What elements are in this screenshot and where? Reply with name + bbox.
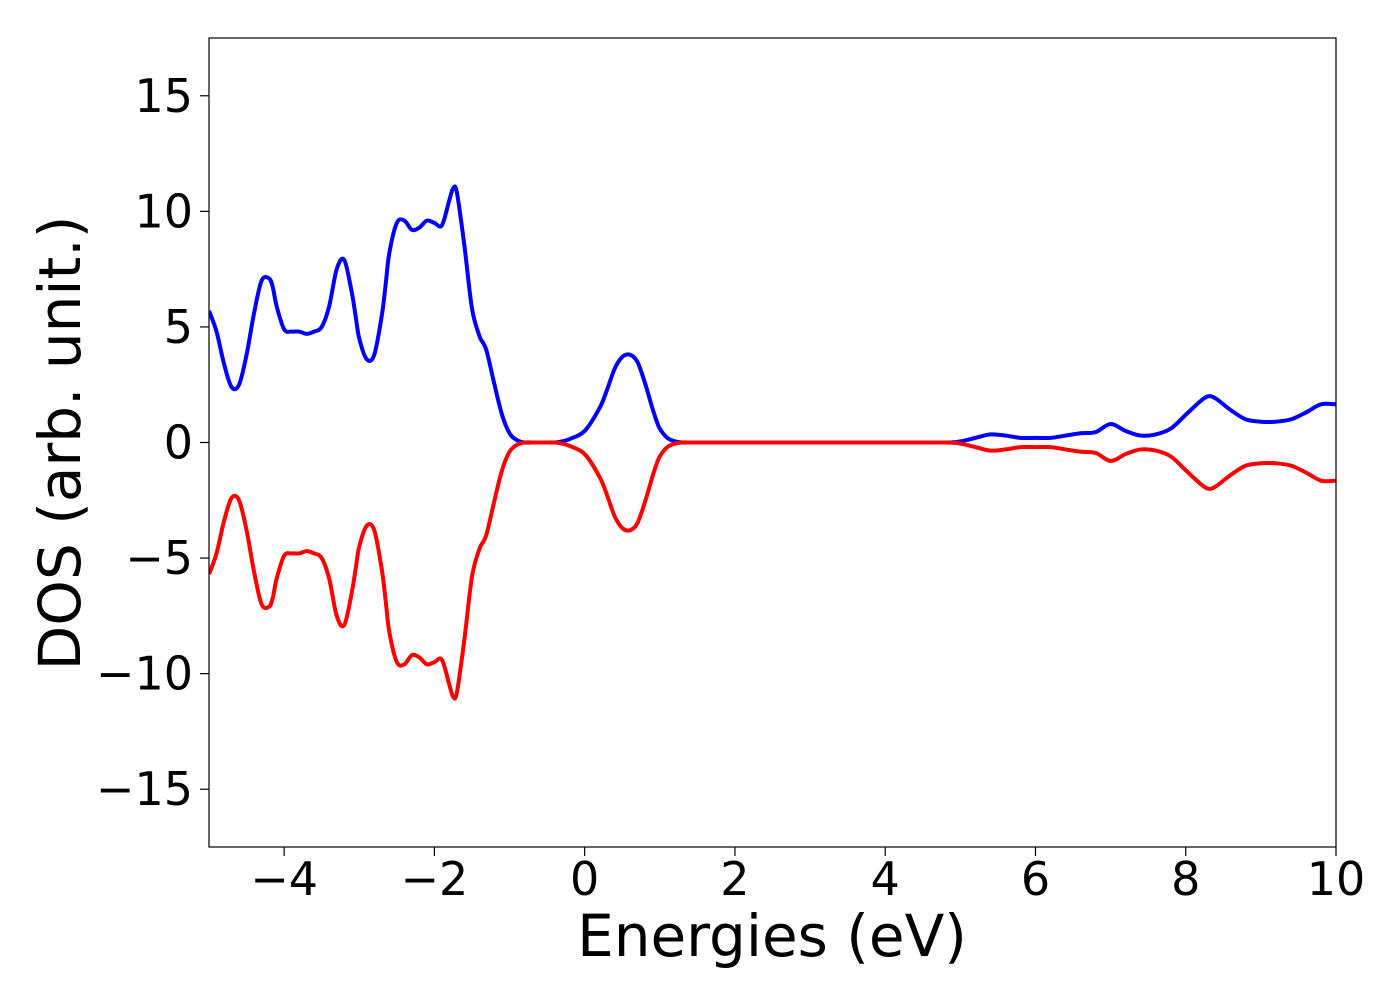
x-tick-label: 6 xyxy=(1021,852,1050,906)
x-tick-label: 10 xyxy=(1307,852,1366,906)
x-tick-label: 2 xyxy=(720,852,749,906)
y-tick-label: 0 xyxy=(164,416,193,470)
y-tick-label: 5 xyxy=(164,300,193,354)
x-tick-label: −4 xyxy=(250,852,318,906)
x-tick-label: 8 xyxy=(1171,852,1200,906)
y-tick-label: −15 xyxy=(96,762,193,816)
x-axis: −4 −2 0 2 4 6 8 10 xyxy=(250,847,1365,906)
x-tick-label: 0 xyxy=(570,852,599,906)
x-tick-label: −2 xyxy=(400,852,468,906)
y-tick-label: 10 xyxy=(134,184,193,238)
y-axis-label: DOS (arb. unit.) xyxy=(26,216,94,671)
series-layer xyxy=(209,184,1336,701)
x-tick-label: 4 xyxy=(871,852,900,906)
y-axis: 15 10 5 0 −5 −10 −15 xyxy=(96,69,209,816)
series-line-red xyxy=(209,440,1336,701)
y-tick-label: −5 xyxy=(125,531,193,585)
x-axis-label: Energies (eV) xyxy=(577,902,967,970)
y-tick-label: −10 xyxy=(96,647,193,701)
y-tick-label: 15 xyxy=(134,69,193,123)
